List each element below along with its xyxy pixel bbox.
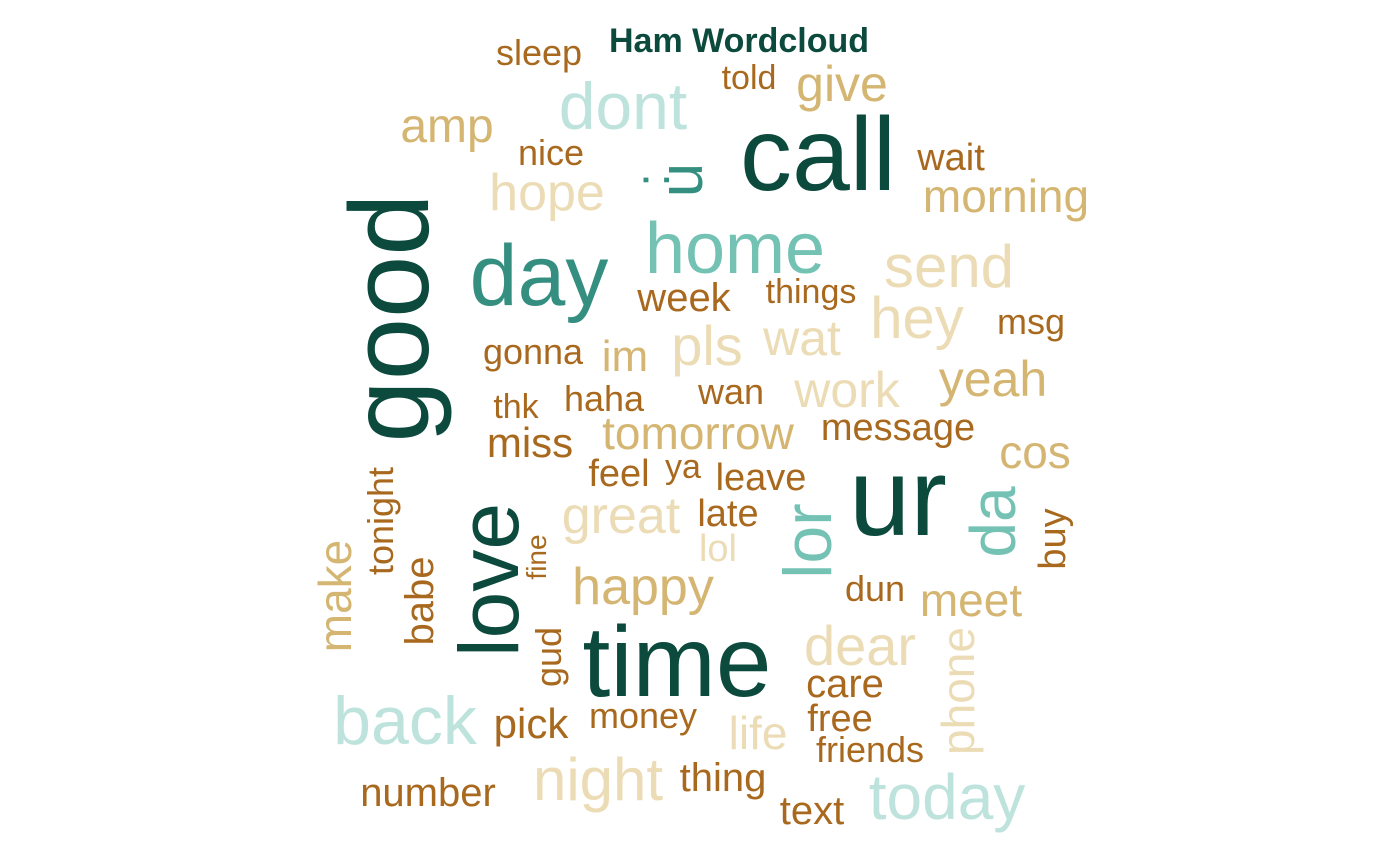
word-told: told xyxy=(721,59,777,97)
word-tonight: tonight xyxy=(360,466,401,576)
word-colon: : xyxy=(627,173,680,187)
word-call: call xyxy=(739,97,897,213)
word-buy: buy xyxy=(1032,508,1074,570)
word-love: love xyxy=(442,502,536,658)
word-amp: amp xyxy=(400,100,494,153)
word-fine: fine xyxy=(521,534,552,580)
word-make: make xyxy=(309,539,361,653)
word-gud: gud xyxy=(528,626,569,688)
word-life: life xyxy=(728,707,788,759)
word-hope: hope xyxy=(489,164,605,222)
word-today: today xyxy=(868,761,1026,833)
word-hey: hey xyxy=(870,286,964,351)
word-work: work xyxy=(794,362,900,418)
word-day: day xyxy=(469,228,609,324)
word-sleep: sleep xyxy=(495,32,583,73)
word-dont: dont xyxy=(558,69,688,143)
word-money: money xyxy=(588,695,698,736)
word-yeah: yeah xyxy=(938,351,1048,407)
word-number: number xyxy=(360,771,496,815)
word-wat: wat xyxy=(763,310,841,366)
word-wan: wan xyxy=(697,371,765,412)
word-leave: leave xyxy=(715,457,807,499)
word-pls: pls xyxy=(671,314,743,377)
word-msg: msg xyxy=(996,301,1066,342)
word-free: free xyxy=(807,698,873,740)
word-cos: cos xyxy=(999,426,1071,478)
word-dear: dear xyxy=(803,614,917,677)
word-thing: thing xyxy=(679,756,767,800)
word-pick: pick xyxy=(493,700,569,747)
word-morning: morning xyxy=(922,170,1090,222)
word-late: late xyxy=(697,493,759,535)
word-wait: wait xyxy=(917,137,985,179)
word-gonna: gonna xyxy=(482,331,584,372)
word-give: give xyxy=(796,56,888,112)
word-night: night xyxy=(532,746,664,813)
word-babe: babe xyxy=(398,556,442,646)
word-miss: miss xyxy=(486,419,574,466)
word-things: things xyxy=(765,273,857,311)
word-time: time xyxy=(582,606,772,718)
word-back: back xyxy=(333,683,477,759)
word-friends: friends xyxy=(815,729,925,770)
word-great: great xyxy=(561,487,681,545)
word-message: message xyxy=(820,407,976,449)
word-feel: feel xyxy=(588,453,650,495)
word-nice: nice xyxy=(517,132,585,173)
word-good: good xyxy=(327,193,452,443)
word-da: da xyxy=(957,486,1029,558)
word-haha: haha xyxy=(563,378,645,419)
word-text: text xyxy=(779,789,845,833)
word-week: week xyxy=(637,276,731,320)
word-phone: phone xyxy=(932,627,984,755)
word-thk: thk xyxy=(493,388,539,426)
word-dun: dun xyxy=(844,568,906,609)
word-care: care xyxy=(806,662,884,706)
word-ur: ur xyxy=(849,436,947,559)
word-tomorrow: tomorrow xyxy=(602,407,794,459)
word-im: im xyxy=(601,332,649,381)
word-ya: ya xyxy=(665,448,701,486)
word-happy: happy xyxy=(572,558,714,616)
word-lor: lor xyxy=(770,503,846,579)
chart-title: Ham Wordcloud xyxy=(608,22,870,60)
word-meet: meet xyxy=(919,574,1023,626)
word-lol: lol xyxy=(698,528,738,570)
word-send: send xyxy=(883,233,1015,300)
word-home: home xyxy=(644,209,826,289)
